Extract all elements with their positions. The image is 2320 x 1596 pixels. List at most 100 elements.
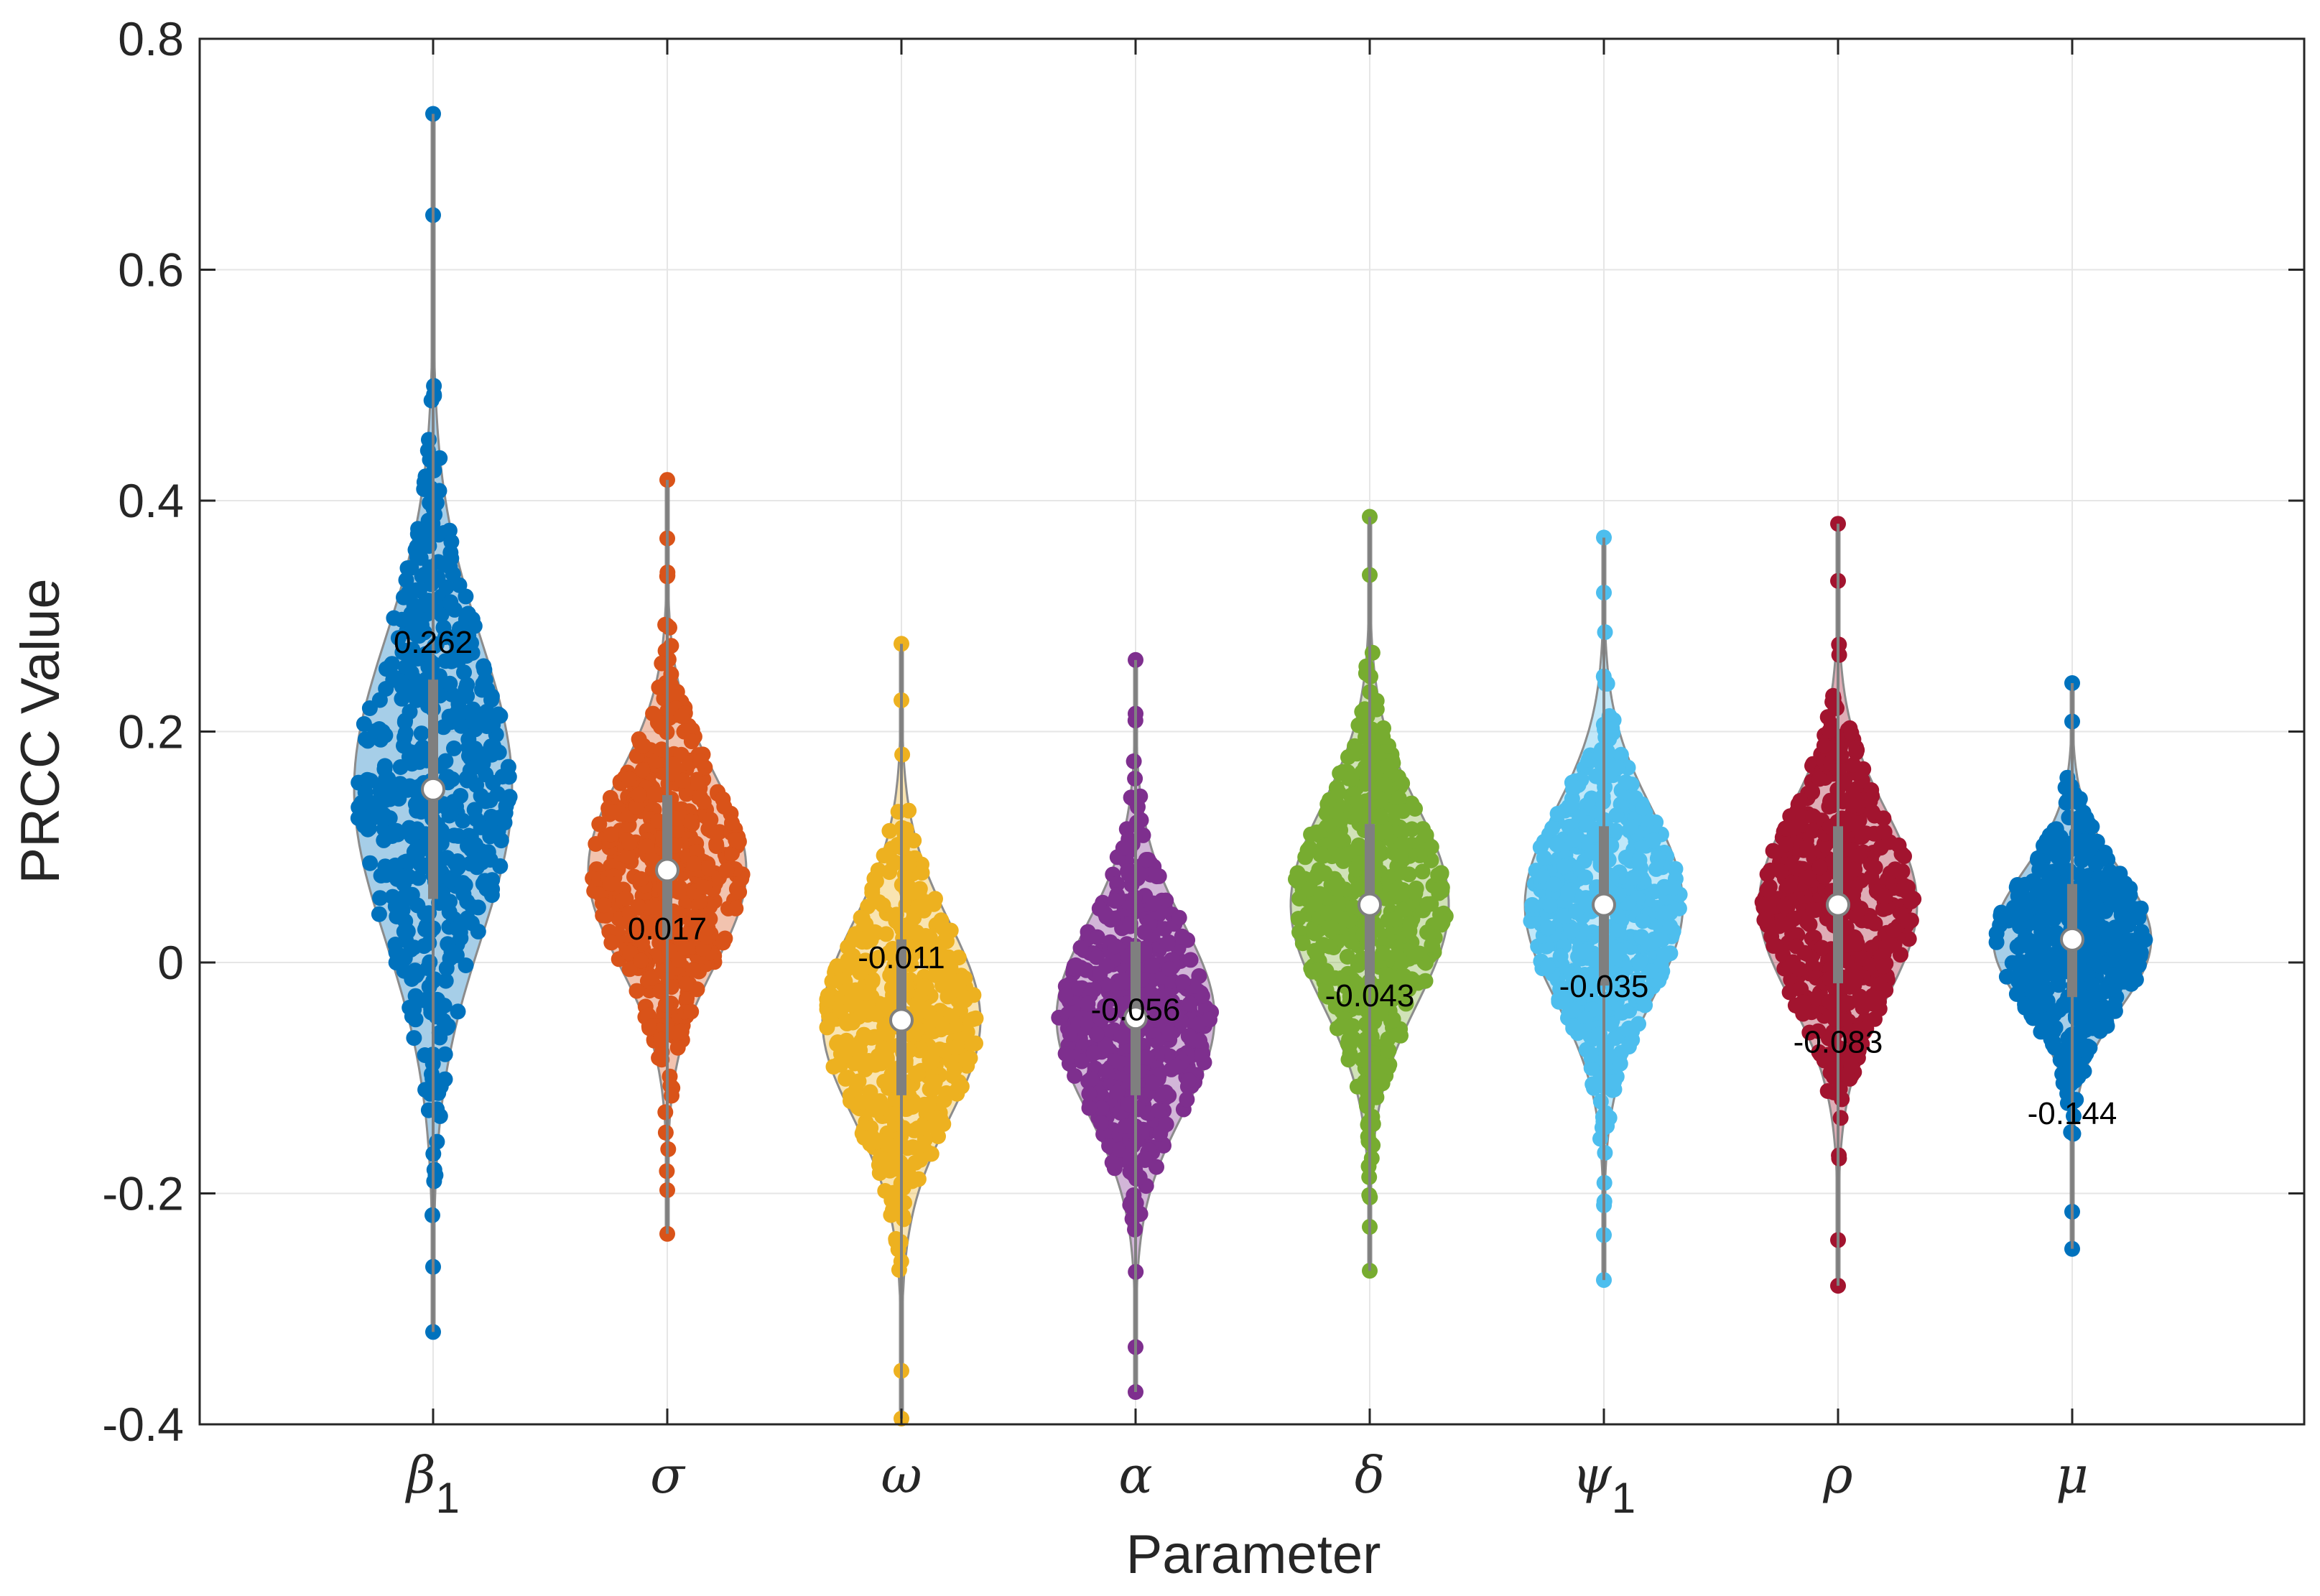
sample-point: [2033, 994, 2049, 1011]
sample-point: [453, 718, 470, 734]
sample-point: [417, 468, 434, 485]
sample-point: [1088, 1026, 1105, 1043]
sample-point: [437, 653, 454, 669]
sample-point: [926, 896, 942, 912]
sample-point: [2025, 873, 2041, 889]
sample-point: [1635, 800, 1651, 816]
sample-point: [2009, 877, 2026, 893]
sample-point: [388, 955, 404, 971]
prcc-annotation: -0.056: [1091, 992, 1181, 1027]
sample-point: [417, 921, 433, 937]
sample-point: [917, 1096, 932, 1113]
sample-point: [1875, 958, 1892, 975]
sample-point: [692, 753, 709, 770]
sample-point: [1610, 759, 1626, 776]
sample-point: [1380, 758, 1396, 775]
sample-point: [1349, 1078, 1365, 1095]
sample-point: [1584, 1076, 1601, 1092]
sample-point: [1180, 1072, 1197, 1089]
sample-point: [2099, 1018, 2115, 1034]
sample-point: [1756, 911, 1773, 928]
sample-point: [1394, 954, 1411, 970]
sample-point: [1577, 869, 1594, 886]
sample-point: [619, 848, 636, 865]
sample-point: [413, 725, 430, 742]
sample-point: [1597, 675, 1614, 692]
sample-point: [1081, 1100, 1098, 1116]
sample-point: [1827, 698, 1844, 715]
sample-point: [1885, 922, 1902, 938]
sample-point: [1781, 877, 1798, 894]
sample-point: [2079, 1038, 2096, 1054]
extreme-point: [1128, 651, 1143, 668]
sample-point: [1109, 1084, 1126, 1100]
sample-point: [441, 708, 458, 725]
sample-point: [1837, 994, 1854, 1011]
sample-point: [1089, 929, 1105, 945]
sample-point: [645, 705, 662, 722]
sample-point: [1303, 826, 1319, 843]
prcc-annotation: -0.011: [858, 940, 945, 975]
sample-point: [1816, 738, 1832, 753]
sample-point: [628, 799, 645, 815]
sample-point: [1544, 820, 1561, 836]
sample-point: [1606, 1073, 1623, 1090]
sample-point: [910, 898, 927, 914]
sample-point: [1568, 904, 1584, 920]
sample-point: [1112, 1141, 1128, 1158]
sample-point: [1403, 971, 1420, 988]
sample-point: [1618, 774, 1634, 791]
violin-scatter: [585, 472, 751, 1242]
sample-point: [1988, 934, 2005, 950]
sample-point: [1852, 900, 1869, 917]
sample-point: [1135, 827, 1151, 843]
sample-point: [668, 810, 685, 827]
sample-point: [919, 979, 934, 996]
sample-point: [724, 815, 740, 831]
sample-point: [635, 738, 651, 754]
sample-point: [718, 862, 735, 878]
sample-point: [399, 781, 416, 798]
sample-point: [409, 840, 424, 857]
sample-point: [442, 675, 458, 692]
sample-point: [845, 1014, 861, 1031]
sample-point: [1671, 900, 1687, 917]
sample-point: [1848, 744, 1865, 761]
x-tick-label: δ: [1355, 1446, 1385, 1505]
sample-point: [1564, 1002, 1580, 1019]
sample-point: [1171, 909, 1187, 926]
y-tick-label: 0: [157, 936, 184, 989]
sample-point: [1876, 824, 1893, 840]
sample-point: [1373, 808, 1389, 825]
sample-point: [1417, 973, 1434, 989]
sample-point: [466, 758, 483, 775]
sample-point: [1340, 1052, 1357, 1068]
sample-point: [404, 608, 421, 624]
sample-point: [476, 662, 493, 678]
sample-point: [633, 871, 649, 887]
sample-point: [1607, 950, 1623, 966]
prcc-annotation: 0.017: [628, 911, 707, 947]
sample-point: [371, 906, 387, 922]
sample-point: [1381, 1059, 1397, 1075]
median-marker: [2060, 927, 2084, 952]
sample-point: [603, 826, 619, 843]
sample-point: [674, 772, 691, 789]
sample-point: [2054, 850, 2071, 867]
sample-point: [662, 942, 678, 959]
sample-point: [1799, 840, 1815, 856]
sample-point: [678, 895, 695, 911]
sample-point: [1566, 831, 1582, 848]
sample-point: [662, 619, 677, 636]
sample-point: [652, 1031, 669, 1048]
sample-point: [1307, 896, 1323, 912]
sample-point: [1115, 840, 1131, 856]
sample-point: [1614, 1005, 1630, 1021]
sample-point: [702, 812, 719, 828]
sample-point: [1580, 751, 1597, 768]
sample-point: [1781, 916, 1797, 932]
sample-point: [951, 982, 968, 998]
sample-point: [1290, 911, 1307, 927]
sample-point: [2051, 1002, 2067, 1019]
sample-point: [1381, 1042, 1397, 1059]
